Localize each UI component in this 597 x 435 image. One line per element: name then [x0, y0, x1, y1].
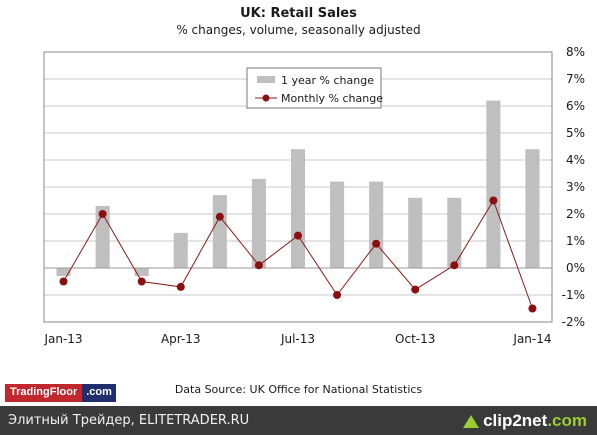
clip2net-arrow-icon [463, 414, 480, 428]
bar [525, 149, 540, 268]
clip2net-logo-dotcom: .com [547, 411, 587, 430]
line-point [215, 212, 224, 221]
legend-swatch-marker [262, 94, 270, 102]
bar [56, 268, 71, 277]
bar [330, 181, 345, 268]
legend-label-bar: 1 year % change [281, 74, 374, 87]
bar [173, 232, 188, 268]
bar [212, 195, 227, 268]
line-point [294, 231, 302, 240]
line-point [98, 210, 107, 218]
footer-watermark-text: Элитный Трейдер, ELITETRADER.RU [8, 413, 250, 428]
y-tick-label: 4% [566, 153, 585, 167]
tradingfloor-logo: TradingFloor .com [5, 384, 116, 402]
line-point [450, 261, 459, 270]
line-point [59, 277, 68, 286]
chart-title: UK: Retail Sales [240, 6, 357, 21]
legend-swatch-bar [257, 76, 275, 83]
line-point [411, 285, 420, 294]
clip2net-logo: clip2net .com [463, 411, 587, 431]
bar [447, 197, 462, 268]
bar [290, 149, 306, 268]
bar [408, 197, 423, 268]
bar [251, 178, 266, 268]
line-point [372, 239, 381, 248]
y-tick-label: 5% [566, 126, 585, 140]
plot-frame [43, 51, 553, 323]
y-tick-label: 2% [566, 207, 585, 221]
x-tick-label: Apr-13 [161, 332, 201, 346]
footer-bar: Элитный Трейдер, ELITETRADER.RU clip2net… [0, 406, 597, 435]
x-tick-label: Oct-13 [395, 332, 435, 346]
x-tick-label: Jan-14 [512, 332, 551, 346]
bar [486, 100, 501, 268]
tradingfloor-logo-main: TradingFloor [5, 384, 83, 402]
bar [134, 268, 149, 277]
y-tick-label: 7% [566, 72, 585, 86]
y-tick-label: 0% [566, 261, 585, 275]
data-source-note: Data Source: UK Office for National Stat… [174, 383, 423, 396]
y-tick-label: -2% [562, 315, 585, 329]
y-tick-label: -1% [562, 288, 585, 302]
x-tick-label: Jan-13 [43, 332, 82, 346]
line-point [489, 196, 498, 205]
line-point [137, 277, 146, 286]
legend-box [246, 67, 382, 109]
legend-label-line: Monthly % change [281, 92, 383, 105]
bar [369, 181, 384, 268]
line-point [176, 282, 185, 291]
y-tick-label: 8% [566, 45, 585, 59]
line-point [254, 261, 263, 270]
line-point [528, 304, 537, 313]
x-tick-label: Jul-13 [280, 332, 315, 346]
clip2net-logo-main: clip2net [483, 411, 548, 430]
bar [95, 205, 110, 268]
line-point [333, 291, 342, 299]
retail-sales-chart: 8% 7% 6% 5% 4% 3% 2% 1% 0% -1% -2% Jan-13 Apr-13 Jul-… [43, 45, 585, 346]
y-tick-label: 1% [566, 234, 585, 248]
chart-subtitle: % changes, volume, seasonally adjusted [176, 23, 421, 37]
y-tick-label: 3% [566, 180, 585, 194]
tradingfloor-logo-dotcom: .com [82, 384, 116, 402]
y-tick-label: 6% [566, 99, 585, 113]
